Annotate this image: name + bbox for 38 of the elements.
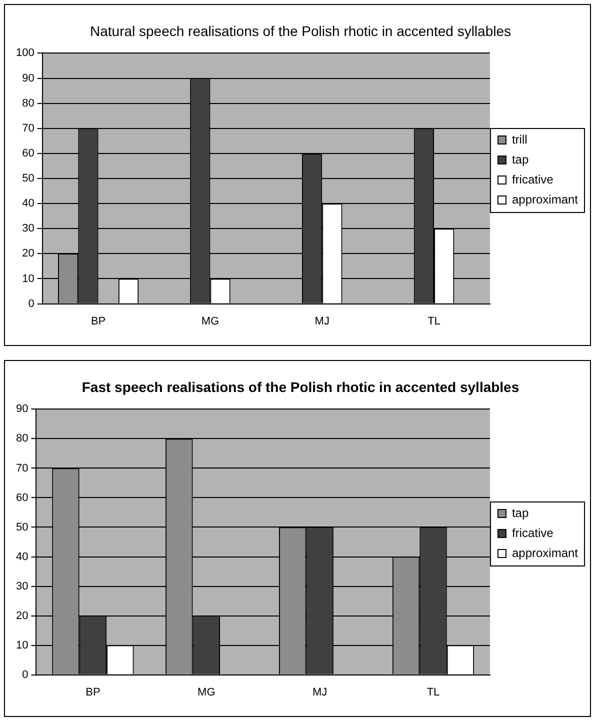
x-tick-label: TL bbox=[428, 315, 440, 328]
y-tick-label: 60 bbox=[16, 492, 28, 504]
legend-label: fricative bbox=[512, 526, 554, 540]
legend-label: trill bbox=[512, 132, 528, 146]
chart-title: Natural speech realisations of the Polish rhotic in accented syllables bbox=[90, 22, 512, 39]
legend-label: tap bbox=[512, 152, 529, 166]
x-tick-label: MG bbox=[198, 686, 216, 698]
y-tick-label: 100 bbox=[16, 47, 34, 60]
x-tick-label: MG bbox=[201, 315, 220, 328]
y-tick-label: 60 bbox=[22, 147, 34, 160]
y-tick-label: 90 bbox=[16, 403, 28, 416]
y-tick-label: 0 bbox=[28, 298, 34, 310]
y-tick-label: 10 bbox=[22, 272, 34, 285]
y-tick-label: 80 bbox=[22, 97, 34, 110]
y-tick-label: 70 bbox=[22, 122, 34, 134]
x-tick-label: MJ bbox=[312, 686, 328, 698]
y-tick-label: 70 bbox=[16, 462, 28, 474]
x-tick-label: BP bbox=[90, 315, 106, 328]
legend-label: tap bbox=[512, 506, 529, 520]
y-tick-label: 30 bbox=[22, 222, 34, 235]
y-tick-label: 40 bbox=[22, 198, 34, 210]
y-tick-label: 20 bbox=[22, 248, 34, 260]
y-tick-label: 10 bbox=[16, 639, 28, 652]
x-tick-label: BP bbox=[86, 686, 100, 698]
y-tick-label: 90 bbox=[22, 72, 34, 84]
x-tick-label: TL bbox=[426, 686, 440, 698]
y-tick-label: 50 bbox=[22, 172, 34, 185]
y-tick-label: 0 bbox=[22, 668, 28, 681]
y-tick-label: 40 bbox=[16, 550, 28, 563]
chart-title: Fast speech realisations of the Polish rhotic in accented syllables bbox=[82, 378, 520, 395]
legend-label: approximant bbox=[512, 192, 579, 206]
legend-label: fricative bbox=[512, 172, 554, 186]
legend-label: approximant bbox=[512, 546, 579, 560]
x-tick-label: MJ bbox=[314, 315, 330, 328]
y-tick-label: 80 bbox=[16, 432, 28, 445]
y-tick-label: 20 bbox=[16, 610, 28, 622]
y-tick-label: 30 bbox=[16, 580, 28, 592]
y-tick-label: 50 bbox=[16, 521, 28, 534]
